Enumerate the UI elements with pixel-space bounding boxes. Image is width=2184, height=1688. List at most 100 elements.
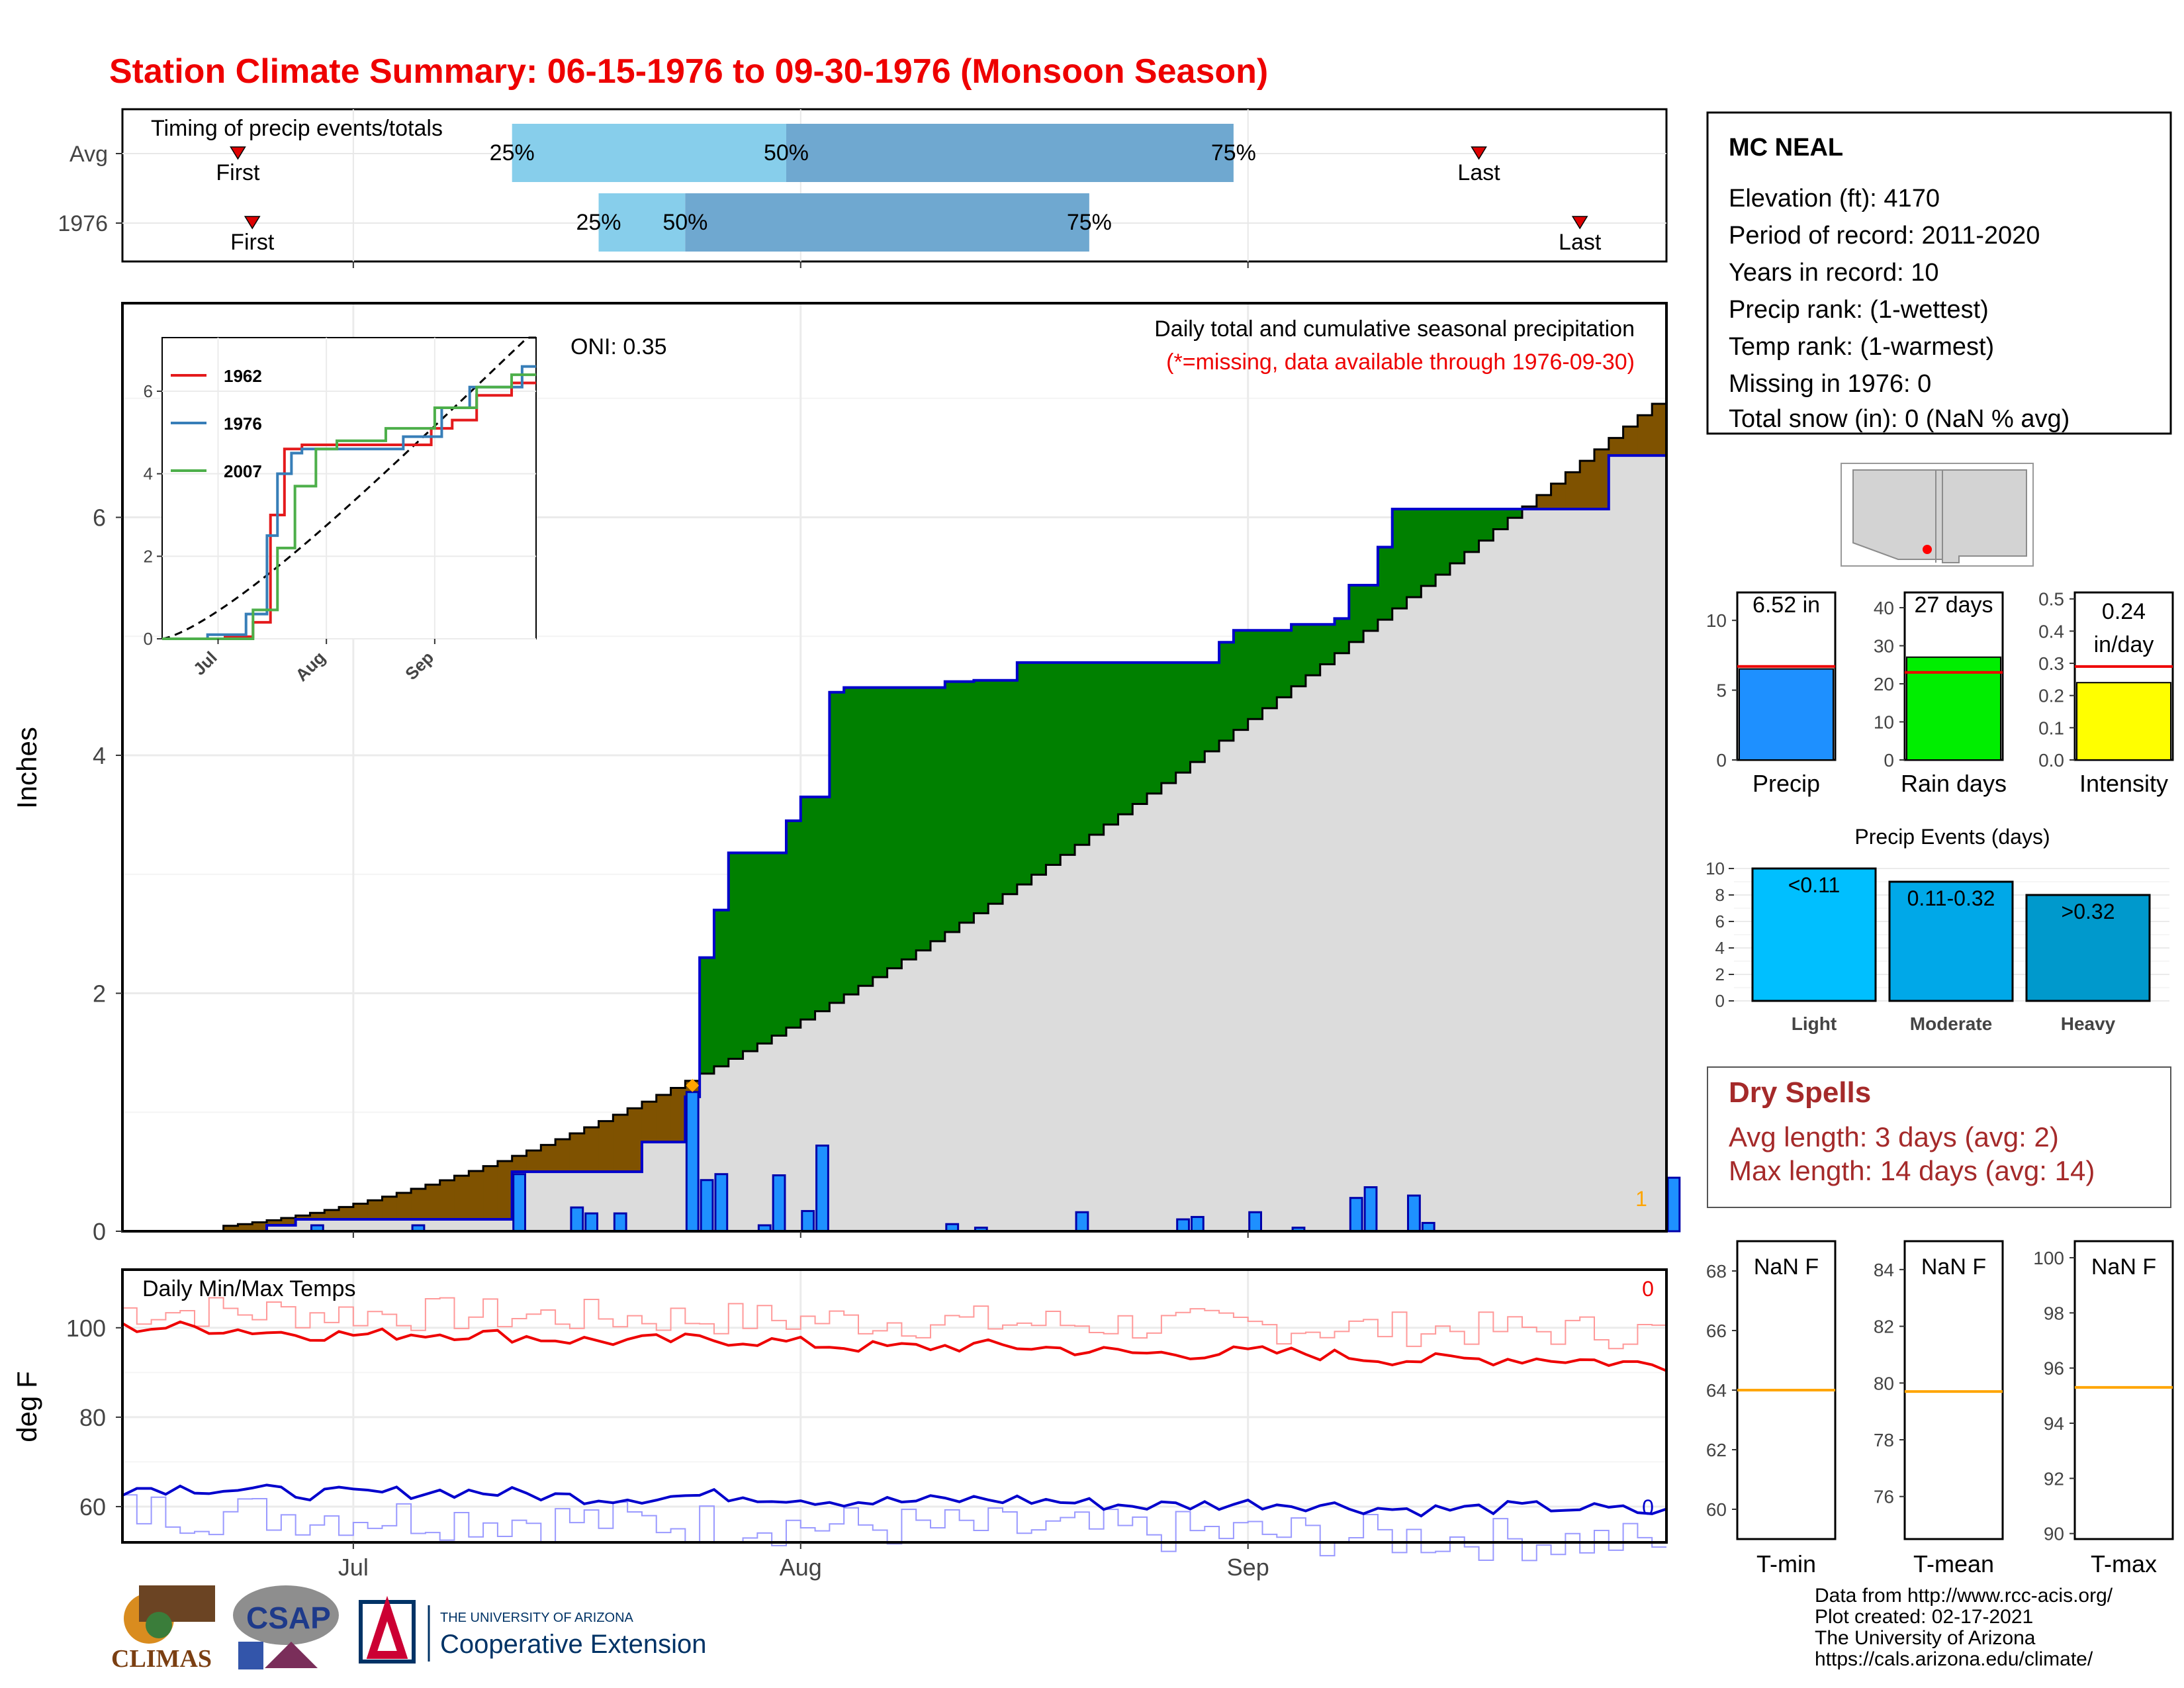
departure-segment [1060, 662, 1075, 855]
event-bin-label: <0.11 [1788, 873, 1841, 897]
departure-segment [584, 1127, 600, 1172]
x-tick-label: Aug [780, 1554, 822, 1581]
y-tick-label: 80 [79, 1404, 106, 1431]
mini-bar-tick: 10 [1874, 712, 1894, 733]
departure-segment [339, 1207, 354, 1220]
temp-box-tick: 82 [1874, 1317, 1894, 1337]
temp-box-tick: 66 [1706, 1321, 1727, 1341]
departure-segment [1262, 630, 1277, 708]
temp-box-value: NaN F [1754, 1254, 1819, 1280]
first-label: First [230, 230, 275, 255]
missing-note: (*=missing, data available through 1976-… [1166, 350, 1635, 375]
departure-segment [713, 910, 729, 1066]
y-tick-label: 100 [66, 1315, 106, 1342]
event-bar [2025, 894, 2151, 1002]
departure-segment [627, 1108, 643, 1172]
departure-segment [382, 1196, 397, 1220]
departure-segment [728, 853, 744, 1059]
departure-segment [1205, 662, 1220, 752]
timing-p50-label: 50% [764, 140, 809, 165]
daily-precip-bar [1190, 1215, 1205, 1233]
departure-segment [887, 687, 902, 968]
credit-line: https://cals.arizona.edu/climate/ [1815, 1648, 2093, 1670]
daily-precip-bar [772, 1174, 786, 1233]
departure-segment [1493, 508, 1508, 530]
departure-segment [281, 1217, 296, 1226]
mini-bar-tick: 0.4 [2038, 621, 2064, 641]
departure-segment [252, 1222, 267, 1231]
timing-p75-label: 75% [1067, 210, 1112, 235]
mini-bar-tick: 5 [1716, 680, 1727, 701]
departure-segment [757, 853, 772, 1044]
departure-segment [439, 1180, 455, 1220]
events-tick: 6 [1715, 912, 1725, 931]
dry-spells-box: Dry Spells Avg length: 3 days (avg: 2) M… [1707, 1066, 2171, 1208]
departure-segment [1320, 624, 1336, 665]
departure-segment [872, 687, 888, 978]
departure-segment [1132, 662, 1148, 804]
departure-segment [1277, 630, 1292, 698]
departure-segment [700, 957, 715, 1074]
station-line: Period of record: 2011-2020 [1729, 222, 2040, 250]
temp-box-tick: 84 [1874, 1260, 1894, 1280]
missing-max-count: 0 [1642, 1277, 1654, 1301]
mini-bar-tick: 0 [1884, 750, 1894, 771]
logos: CLIMAS CSAP THE UNIVERSITY OF ARIZONA Co… [111, 1585, 706, 1673]
ua-text-line2: Cooperative Extension [440, 1630, 706, 1659]
temp-background [122, 1270, 1666, 1542]
oni-value: ONI: 0.35 [570, 334, 667, 359]
departure-segment [641, 1102, 657, 1143]
max-temp-avg-line [122, 1297, 1666, 1350]
departure-segment [1435, 508, 1451, 575]
departure-segment [844, 687, 859, 995]
departure-segment [916, 687, 931, 951]
climas-text: CLIMAS [111, 1645, 212, 1673]
departure-segment [1652, 403, 1667, 456]
plot-frame [121, 302, 1668, 1233]
departure-segment [656, 1094, 672, 1143]
legend-label: 1962 [224, 366, 262, 386]
departure-segment [1508, 508, 1523, 518]
dry-spells-avg: Avg length: 3 days (avg: 2) [1729, 1121, 2059, 1152]
departure-segment [569, 1133, 585, 1172]
average-cumulative-line [122, 392, 1668, 1233]
departure-segment [931, 687, 946, 941]
departure-segment [1536, 494, 1552, 509]
event-bin-label: >0.32 [2062, 900, 2115, 923]
temp-box-tick: 96 [2044, 1358, 2064, 1379]
timing-p25-label: 25% [490, 140, 535, 165]
event-bar [1888, 880, 2014, 1002]
departure-segment [1637, 415, 1653, 456]
locator-map [1841, 463, 2034, 567]
temp-box-tick: 62 [1706, 1440, 1727, 1460]
departure-segment [310, 1213, 325, 1220]
mini-bar-value: 27 days [1914, 592, 1993, 618]
daily-precip-bar [512, 1173, 527, 1233]
station-line: Missing in 1976: 0 [1729, 370, 1931, 398]
mini-bar-tick: 40 [1874, 598, 1894, 618]
departure-segment [613, 1115, 628, 1172]
departure-segment [1363, 585, 1379, 632]
departure-segment [1594, 449, 1610, 509]
departure-segment [324, 1209, 340, 1220]
departure-segment [1031, 662, 1046, 875]
daily-precip-bar [815, 1145, 829, 1233]
daily-precip-bar [801, 1209, 815, 1233]
departure-segment [786, 820, 801, 1028]
departure-segment [1118, 662, 1133, 815]
temp-box-label: T-max [2091, 1550, 2157, 1577]
y-tick-label: 0 [93, 1218, 106, 1245]
min-temp-line [122, 1483, 1667, 1518]
x-tick-label: Jul [338, 1554, 369, 1581]
min-temp-avg-line [122, 1494, 1666, 1562]
inset-series-line [162, 373, 536, 640]
temp-box-tick: 100 [2033, 1248, 2064, 1268]
mini-bar-tick: 0.2 [2038, 686, 2064, 706]
departure-segment [367, 1200, 383, 1220]
first-marker [244, 216, 261, 230]
departure-segment [988, 680, 1003, 904]
temp-box-frame [1903, 1240, 2004, 1540]
daily-precip-bar [1666, 1176, 1681, 1233]
precip-events-chart: Precip Events (days) <0.11 Light 0.11-0.32 M… [1706, 825, 2169, 1034]
daily-precip-bar [613, 1212, 627, 1233]
